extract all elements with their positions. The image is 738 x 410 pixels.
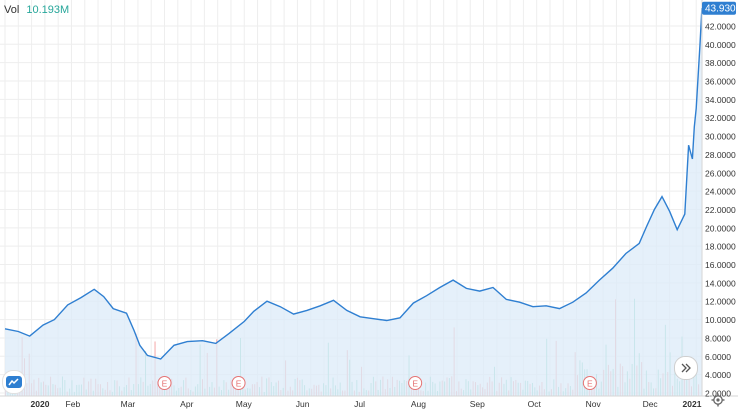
tradingview-logo-button[interactable] (2, 370, 26, 394)
x-tick-label: Aug (411, 399, 426, 409)
x-tick-label: Jul (354, 399, 365, 409)
y-tick-label: 36.0000 (705, 77, 736, 87)
x-tick-label: 2020 (31, 399, 50, 409)
time-axis-labels: 2020 Feb Mar Apr May Jun Jul Aug Sep Oct Nov Dec 202… (31, 399, 702, 409)
y-tick-label: 20.0000 (705, 223, 736, 233)
x-tick-label: 2021 (683, 399, 702, 409)
earnings-marker-circle (157, 376, 172, 390)
y-tick-label: 42.0000 (705, 21, 736, 31)
earnings-marker-circle (408, 376, 423, 390)
double-chevron-right-icon (681, 363, 691, 373)
y-tick-label: 22.0000 (705, 205, 736, 215)
earnings-marker-label: E (587, 379, 593, 389)
y-tick-label: 18.0000 (705, 242, 736, 252)
x-tick-label: Jun (296, 399, 310, 409)
y-tick-label: 16.0000 (705, 260, 736, 270)
y-tick-label: 34.0000 (705, 95, 736, 105)
y-tick-label: 12.0000 (705, 297, 736, 307)
x-tick-label: Oct (528, 399, 542, 409)
tradingview-cloud-icon (6, 376, 22, 388)
y-tick-label: 14.0000 (705, 278, 736, 288)
y-tick-label: 28.0000 (705, 150, 736, 160)
gear-icon (711, 393, 725, 407)
earnings-marker[interactable]: E (157, 376, 172, 390)
y-tick-label: 10.0000 (705, 315, 736, 325)
volume-legend: Vol 10.193M (4, 4, 69, 16)
earnings-marker-label: E (412, 379, 418, 389)
y-tick-label: 32.0000 (705, 113, 736, 123)
earnings-marker-circle (582, 376, 597, 390)
volume-legend-value: 10.193M (26, 4, 70, 16)
y-tick-label: 30.0000 (705, 132, 736, 142)
chart-settings-button[interactable] (709, 391, 727, 409)
earnings-marker-circle (231, 376, 246, 390)
y-tick-label: 4.0000 (705, 370, 731, 380)
y-tick-label: 8.0000 (705, 333, 731, 343)
earnings-marker-label: E (162, 379, 168, 389)
earnings-marker[interactable]: E (408, 376, 423, 390)
last-price-badge-box (702, 1, 736, 15)
x-tick-label: Nov (586, 399, 602, 409)
x-tick-label: Apr (180, 399, 193, 409)
scroll-to-realtime-button[interactable] (674, 356, 698, 380)
x-tick-label: Dec (643, 399, 659, 409)
earnings-marker[interactable]: E (231, 376, 246, 390)
y-tick-label: 26.0000 (705, 168, 736, 178)
x-tick-label: Feb (66, 399, 81, 409)
price-line (4, 8, 703, 360)
y-tick-label: 6.0000 (705, 352, 731, 362)
y-tick-label: 24.0000 (705, 187, 736, 197)
price-axis-labels: 2.00004.00006.00008.000010.000012.000014… (705, 21, 736, 398)
earnings-marker-label: E (236, 379, 242, 389)
last-price-badge-label: 43.9300 (705, 4, 738, 15)
x-tick-label: Mar (121, 399, 136, 409)
y-tick-label: 38.0000 (705, 58, 736, 68)
price-area (5, 8, 702, 396)
last-price-badge: 43.9300 (701, 1, 738, 15)
x-tick-label: Sep (470, 399, 485, 409)
volume-legend-label: Vol (4, 4, 20, 16)
x-tick-label: May (236, 399, 253, 409)
earnings-marker[interactable]: E (582, 376, 597, 390)
y-tick-label: 40.0000 (705, 40, 736, 50)
